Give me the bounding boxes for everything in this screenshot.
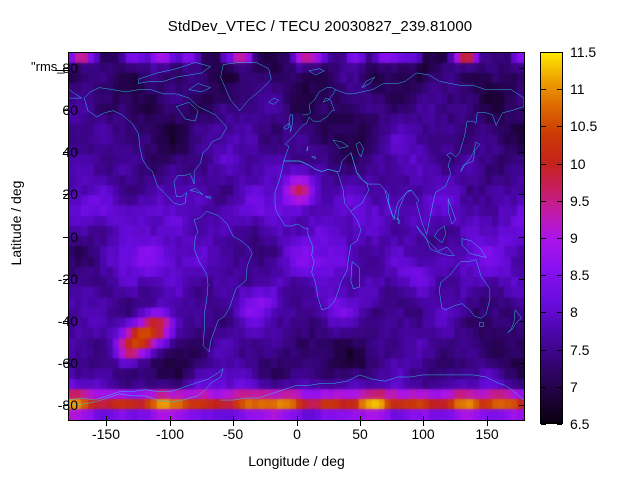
colorbar-tick-mark: [541, 201, 546, 202]
y-tick-mark: [63, 152, 68, 153]
x-tick-mark: [106, 421, 107, 426]
heatmap-raster: [69, 53, 524, 420]
y-tick-mark: [63, 194, 68, 195]
x-tick-mark: [297, 416, 298, 421]
colorbar-tick-mark: [557, 424, 562, 425]
x-tick-label: -50: [222, 426, 244, 442]
colorbar-tick-mark: [541, 312, 546, 313]
colorbar-tick-mark: [557, 350, 562, 351]
colorbar-tick-mark: [557, 126, 562, 127]
x-tick-mark: [170, 416, 171, 421]
y-tick-label: -20: [57, 271, 78, 287]
colorbar-tick-mark: [541, 238, 546, 239]
x-tick-mark: [106, 416, 107, 421]
y-tick-label: -40: [57, 313, 78, 329]
colorbar-tick-label: 9: [570, 230, 578, 246]
colorbar-tick-mark: [557, 201, 562, 202]
x-tick-label: 50: [352, 426, 368, 442]
colorbar-tick-label: 10.5: [570, 118, 598, 134]
y-tick-mark: [519, 321, 524, 322]
x-tick-mark: [360, 421, 361, 426]
colorbar-tick-mark: [541, 350, 546, 351]
colorbar-tick-label: 10: [570, 156, 586, 172]
y-tick-mark: [63, 405, 68, 406]
colorbar-tick-label: 11: [570, 81, 585, 97]
colorbar-tick-mark: [557, 275, 562, 276]
colorbar: [540, 52, 563, 424]
colorbar-tick-mark: [541, 424, 546, 425]
colorbar-tick-mark: [557, 312, 562, 313]
key-label-artifact: "rms_: [31, 59, 65, 74]
x-tick-label: -150: [91, 426, 121, 442]
x-tick-mark: [423, 416, 424, 421]
colorbar-tick-label: 7.5: [570, 342, 590, 358]
x-tick-label: -100: [155, 426, 185, 442]
colorbar-tick-label: 8.5: [570, 267, 590, 283]
colorbar-tick-mark: [541, 387, 546, 388]
y-tick-mark: [63, 321, 68, 322]
x-tick-mark: [487, 416, 488, 421]
x-tick-mark: [233, 421, 234, 426]
key-sample-line: [55, 70, 69, 71]
colorbar-tick-label: 7: [570, 379, 578, 395]
y-tick-mark: [519, 363, 524, 364]
y-tick-label: 80: [62, 60, 78, 76]
heatmap-plot-area: [68, 52, 525, 421]
colorbar-tick-mark: [557, 89, 562, 90]
y-tick-label: 40: [62, 144, 78, 160]
y-tick-mark: [519, 237, 524, 238]
y-tick-mark: [63, 237, 68, 238]
colorbar-tick-label: 6.5: [570, 416, 590, 432]
colorbar-tick-label: 9.5: [570, 193, 590, 209]
colorbar-tick-label: 8: [570, 304, 578, 320]
colorbar-tick-mark: [541, 164, 546, 165]
y-tick-mark: [519, 68, 524, 69]
y-tick-mark: [519, 152, 524, 153]
x-tick-mark: [360, 416, 361, 421]
y-tick-mark: [63, 279, 68, 280]
y-tick-mark: [519, 194, 524, 195]
y-tick-mark: [519, 279, 524, 280]
x-tick-mark: [423, 421, 424, 426]
x-tick-mark: [297, 421, 298, 426]
y-tick-label: -60: [57, 355, 78, 371]
x-tick-label: 100: [411, 426, 435, 442]
colorbar-tick-mark: [541, 126, 546, 127]
colorbar-tick-mark: [557, 164, 562, 165]
x-tick-mark: [487, 421, 488, 426]
page-title: StdDev_VTEC / TECU 20030827_239.81000: [167, 18, 473, 35]
colorbar-tick-mark: [557, 387, 562, 388]
y-tick-label: 60: [62, 102, 78, 118]
y-tick-mark: [519, 405, 524, 406]
y-tick-label: 0: [70, 229, 78, 245]
y-tick-mark: [63, 68, 68, 69]
y-tick-mark: [63, 110, 68, 111]
y-tick-label: -80: [57, 397, 78, 413]
y-tick-label: 20: [62, 186, 78, 202]
colorbar-tick-label: 11.5: [570, 44, 597, 60]
x-axis-title: Longitude / deg: [248, 453, 345, 469]
colorbar-tick-mark: [557, 238, 562, 239]
x-tick-mark: [233, 416, 234, 421]
x-tick-label: 150: [475, 426, 499, 442]
x-tick-mark: [170, 421, 171, 426]
colorbar-tick-mark: [541, 89, 546, 90]
colorbar-tick-mark: [541, 275, 546, 276]
y-tick-mark: [519, 110, 524, 111]
y-tick-mark: [63, 363, 68, 364]
colorbar-gradient: [541, 53, 562, 423]
x-tick-label: 0: [293, 426, 301, 442]
